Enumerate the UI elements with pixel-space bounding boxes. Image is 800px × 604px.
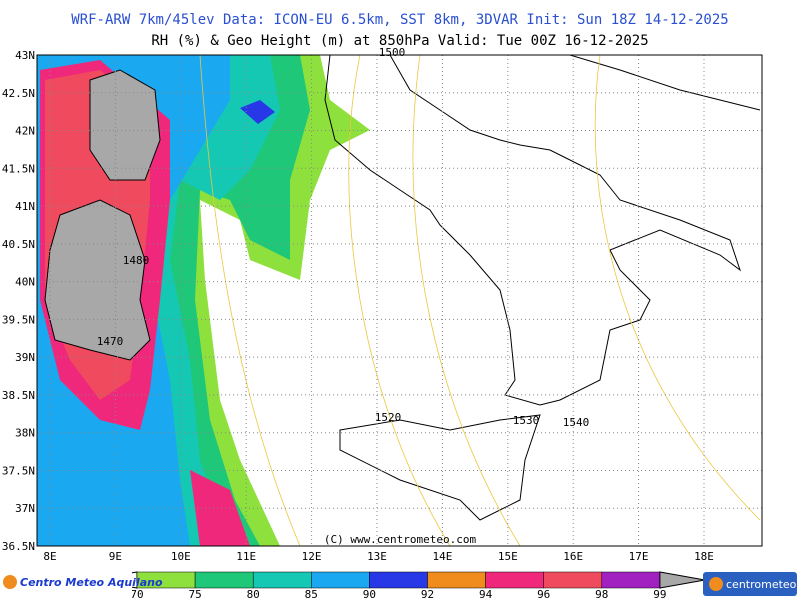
- colorbar-segment: [194, 571, 254, 589]
- colorbar-label: 98: [595, 588, 608, 600]
- contour-label: 1540: [563, 416, 590, 429]
- colorbar-label: 80: [247, 588, 260, 600]
- lat-label: 41.5N: [2, 162, 35, 175]
- lat-label: 42N: [15, 125, 35, 138]
- contour-label: 1470: [97, 335, 124, 348]
- logo-left: [2, 570, 132, 596]
- contour-label: 1480: [123, 254, 150, 267]
- lat-label: 36.5N: [2, 540, 35, 553]
- colorbar-segment: [485, 571, 544, 589]
- colorbar-segment: [543, 571, 603, 589]
- copyright: (C) www.centrometeo.com: [324, 533, 477, 546]
- lat-label: 38.5N: [2, 389, 35, 402]
- logo-right: [703, 572, 797, 596]
- colorbar-segment: [311, 571, 370, 589]
- lat-label: 43N: [15, 49, 35, 62]
- lon-label: 14E: [432, 550, 452, 563]
- colorbar-segment: [252, 571, 312, 589]
- lat-label: 40N: [15, 276, 35, 289]
- lat-label: 39.5N: [2, 313, 35, 326]
- colorbar-label: 92: [421, 588, 434, 600]
- lat-label: 41N: [15, 200, 35, 213]
- lat-label: 39N: [15, 351, 35, 364]
- lon-label: 9E: [109, 550, 122, 563]
- colorbar-label: 96: [537, 588, 550, 600]
- colorbar-label: 70: [130, 588, 143, 600]
- colorbar-segment: [427, 571, 486, 589]
- map-area: [37, 55, 762, 546]
- colorbar-segment: [369, 571, 428, 589]
- lon-label: 8E: [43, 550, 56, 563]
- lat-label: 38N: [15, 427, 35, 440]
- colorbar-label: 99: [653, 588, 666, 600]
- colorbar-segment: [601, 571, 661, 589]
- colorbar-label: 75: [188, 588, 201, 600]
- lon-label: 18E: [694, 550, 714, 563]
- logo-left-text: Centro Meteo Aquilano: [20, 576, 163, 589]
- colorbar-label: 94: [479, 588, 493, 600]
- colorbar-label: 85: [305, 588, 318, 600]
- contour-label: 1520: [375, 411, 402, 424]
- lat-label: 40.5N: [2, 238, 35, 251]
- lon-label: 13E: [367, 550, 387, 563]
- lat-label: 37.5N: [2, 464, 35, 477]
- colorbar: 70 75 80 85 90 92 94 96 98 99: [86, 571, 705, 601]
- logo-right-text: centrometeo: [726, 578, 797, 591]
- lon-label: 10E: [171, 550, 191, 563]
- lon-label: 15E: [498, 550, 518, 563]
- lon-label: 16E: [563, 550, 583, 563]
- header-line1: WRF-ARW 7km/45lev Data: ICON-EU 6.5km, S…: [71, 12, 728, 28]
- contour-label: 1530: [513, 414, 540, 427]
- lon-label: 11E: [236, 550, 256, 563]
- lat-label: 37N: [15, 502, 35, 515]
- contour-labels: 1480 1470 1520 1530 1540 1500: [97, 46, 590, 429]
- colorbar-over-arrow: [659, 571, 705, 589]
- lon-label: 17E: [629, 550, 649, 563]
- lon-label: 12E: [302, 550, 322, 563]
- lat-label: 42.5N: [2, 87, 35, 100]
- colorbar-label: 90: [363, 588, 376, 600]
- header-line2: RH (%) & Geo Height (m) at 850hPa Valid:…: [151, 33, 648, 49]
- map-frame: [36, 54, 763, 547]
- contour-label: 1500: [379, 46, 406, 59]
